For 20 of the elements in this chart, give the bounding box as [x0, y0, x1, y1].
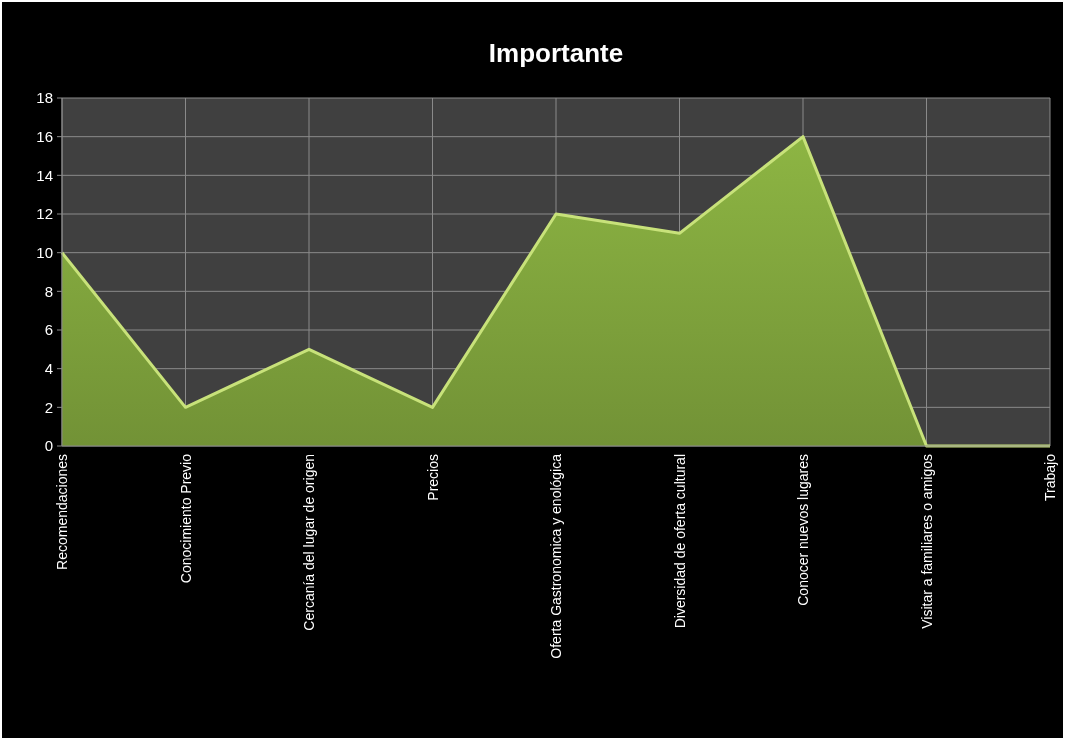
- x-tick-label: Cercanía del lugar de origen: [301, 454, 317, 631]
- y-tick-label: 2: [44, 398, 53, 416]
- y-tick-label: 16: [36, 127, 53, 145]
- x-tick-label: Precios: [424, 454, 441, 501]
- y-tick-label: 10: [36, 243, 53, 261]
- x-tick-label: Trabajo: [1042, 453, 1058, 501]
- x-tick-label: Diversidad de oferta cultural: [671, 454, 688, 629]
- y-tick-label: 12: [36, 205, 53, 223]
- x-tick-label: Recomendaciones: [54, 454, 70, 570]
- y-tick-label: 0: [44, 437, 53, 455]
- y-tick-label: 18: [36, 89, 53, 107]
- x-tick-label: Conocimiento Previo: [177, 453, 194, 584]
- x-tick-label: Visitar a familiares o amigos: [918, 454, 935, 629]
- y-tick-label: 8: [44, 282, 53, 300]
- y-tick-label: 14: [36, 166, 53, 184]
- x-tick-label: Conocer nuevos lugares: [795, 454, 811, 606]
- y-tick-label: 6: [44, 321, 53, 339]
- chart-title: Importante: [488, 38, 624, 68]
- x-tick-label: Oferta Gastronomica y enológica: [548, 453, 564, 659]
- y-tick-label: 4: [44, 359, 53, 377]
